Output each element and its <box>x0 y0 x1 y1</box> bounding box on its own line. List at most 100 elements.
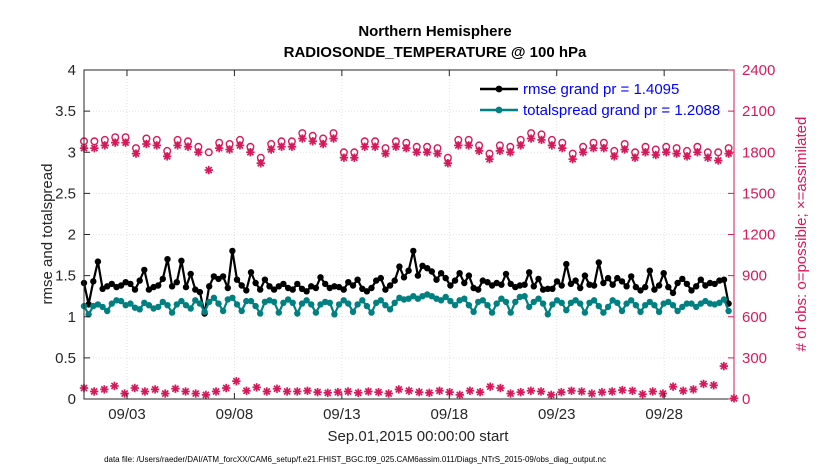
rmse-point <box>303 288 310 295</box>
totalspread-point <box>674 307 681 315</box>
rmse-point <box>317 274 324 281</box>
obs-assimilated-point <box>214 143 224 153</box>
rmse-point <box>660 270 667 277</box>
obs-assimilated-point <box>131 149 141 158</box>
rmse-point <box>502 270 510 278</box>
totalspread-point <box>308 301 315 308</box>
totalspread-point <box>99 303 106 311</box>
rmse-point <box>475 286 482 293</box>
rmse-point <box>530 283 537 290</box>
rmse-point <box>136 277 143 284</box>
totalspread-point <box>233 301 241 308</box>
obs-assimilated-point <box>651 150 661 160</box>
totalspread-point <box>159 298 166 306</box>
totalspread-point <box>563 307 570 314</box>
rmse-point <box>238 282 245 289</box>
obs-assimilated-point <box>329 134 338 143</box>
obs-lower-point <box>475 387 485 397</box>
rmse-point <box>484 279 491 286</box>
totalspread-point <box>368 309 375 316</box>
totalspread-point <box>108 300 116 307</box>
rmse-point <box>224 284 231 292</box>
y2-tick-label: 2400 <box>742 62 775 79</box>
totalspread-point <box>210 294 218 301</box>
totalspread-point <box>117 297 125 305</box>
obs-assimilated-point <box>558 143 567 153</box>
totalspread-point <box>155 303 162 311</box>
rmse-point <box>642 283 649 291</box>
rmse-point <box>609 281 616 288</box>
obs-lower-point <box>404 386 414 395</box>
rmse-point <box>693 283 700 290</box>
totalspread-point <box>270 298 278 306</box>
obs-assimilated-point <box>412 148 421 157</box>
rmse-point <box>697 276 704 283</box>
y-axis-right: 0 300 600 900 1200 1500 1800 2100 2400 <box>728 62 775 408</box>
rmse-point <box>90 278 97 285</box>
totalspread-point <box>437 297 445 304</box>
totalspread-point <box>405 295 412 302</box>
y2-tick-label: 900 <box>742 268 767 285</box>
obs-lower-point <box>597 387 607 397</box>
obs-lower-point <box>719 361 729 371</box>
rmse-point <box>349 282 357 289</box>
rmse-point <box>405 267 412 274</box>
rmse-point <box>424 265 431 272</box>
totalspread-point <box>447 297 454 305</box>
x-tick-label: 09/03 <box>108 406 146 423</box>
totalspread-point <box>502 298 510 306</box>
rmse-point <box>618 278 626 285</box>
y-tick-label: 0 <box>68 391 76 408</box>
totalspread-point <box>553 297 561 304</box>
obs-assimilated-point <box>256 159 265 168</box>
totalspread-point <box>600 309 607 316</box>
obs-lower-point <box>262 387 272 396</box>
obs-lower-point <box>293 387 302 396</box>
obs-lower-point <box>343 387 353 396</box>
totalspread-point <box>628 297 635 304</box>
rmse-point <box>266 283 273 290</box>
rmse-point <box>720 276 728 283</box>
rmse-point <box>229 247 236 255</box>
totalspread-point <box>702 297 709 305</box>
totalspread-point <box>215 300 222 307</box>
totalspread-point <box>192 297 199 304</box>
obs-lower-point <box>546 390 556 400</box>
obs-assimilated-point <box>350 153 359 162</box>
rmse-point <box>683 280 691 288</box>
obs-lower-point <box>638 390 647 399</box>
totalspread-point <box>386 306 394 313</box>
totalspread-point <box>665 298 672 306</box>
y2-tick-label: 600 <box>742 309 767 326</box>
obs-assimilated-point <box>641 148 650 157</box>
rmse-point <box>400 274 408 281</box>
rmse-point <box>433 276 440 283</box>
totalspread-point <box>604 303 612 311</box>
rmse-point <box>322 280 329 288</box>
obs-lower-point <box>557 387 566 397</box>
totalspread-point <box>354 301 361 308</box>
totalspread-point <box>688 300 695 307</box>
obs-assimilated-point <box>339 153 349 162</box>
obs-lower-point <box>282 387 292 396</box>
rmse-point <box>382 286 389 293</box>
obs-lower-point <box>191 389 200 398</box>
obs-assimilated-point <box>162 152 172 161</box>
rmse-point <box>558 282 565 289</box>
totalspread-point <box>642 302 649 309</box>
y2-tick-label: 1800 <box>742 144 775 161</box>
obs-assimilated-point <box>474 146 484 156</box>
rmse-point <box>451 277 459 284</box>
rmse-point <box>233 276 241 283</box>
rmse-point <box>437 270 445 277</box>
rmse-point <box>386 282 394 289</box>
obs-lower-point <box>150 385 160 394</box>
rmse-point <box>614 274 621 282</box>
obs-assimilated-point <box>370 142 380 151</box>
obs-assimilated-point <box>672 149 681 158</box>
obs-lower-point <box>354 388 363 398</box>
chart-title: Northern Hemisphere <box>358 23 511 40</box>
rmse-point <box>94 258 102 265</box>
obs-lower-point <box>333 387 343 397</box>
y-tick-label: 2.5 <box>55 185 76 202</box>
